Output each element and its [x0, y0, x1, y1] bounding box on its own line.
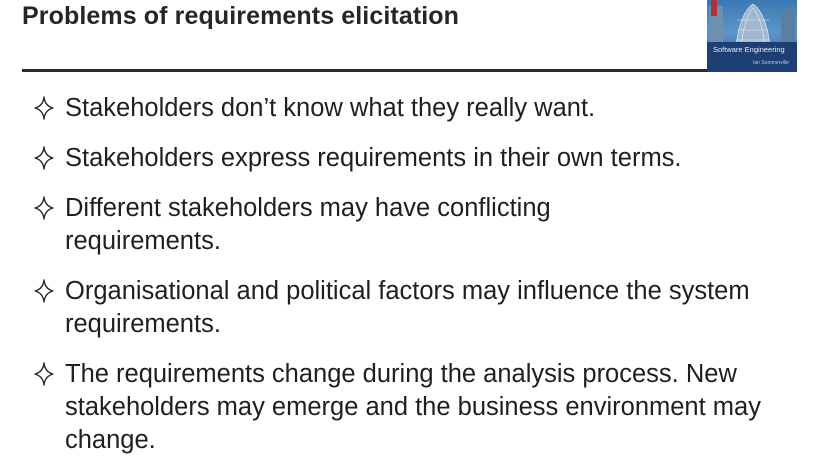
book-cover-image: Software Engineering Ian Sommerville — [707, 0, 797, 72]
bullet-item: The requirements change during the analy… — [32, 358, 822, 457]
bullet-text: Stakeholders don’t know what they really… — [65, 94, 596, 122]
bullet-text: The requirements change during the analy… — [65, 360, 761, 454]
slide-title: Problems of requirements elicitation — [22, 2, 460, 30]
book-author: Ian Sommerville — [753, 60, 789, 66]
four-pointed-star-icon — [34, 196, 54, 220]
book-cover-band — [707, 42, 797, 72]
bullet-item: Stakeholders don’t know what they really… — [32, 92, 822, 125]
bullet-item: Stakeholders express requirements in the… — [32, 142, 822, 175]
bullet-list: Stakeholders don’t know what they really… — [32, 92, 822, 474]
book-title: Software Engineering — [713, 45, 785, 54]
bullet-item: Organisational and political factors may… — [32, 275, 822, 341]
bullet-text: Organisational and political factors may… — [65, 277, 750, 338]
bullet-text: Stakeholders express requirements in the… — [65, 144, 682, 172]
title-divider — [22, 69, 712, 72]
bullet-text: Different stakeholders may have conflict… — [65, 194, 551, 255]
four-pointed-star-icon — [34, 96, 54, 120]
bullet-item: Different stakeholders may have conflict… — [32, 192, 822, 258]
four-pointed-star-icon — [34, 146, 54, 170]
four-pointed-star-icon — [34, 279, 54, 303]
four-pointed-star-icon — [34, 362, 54, 386]
